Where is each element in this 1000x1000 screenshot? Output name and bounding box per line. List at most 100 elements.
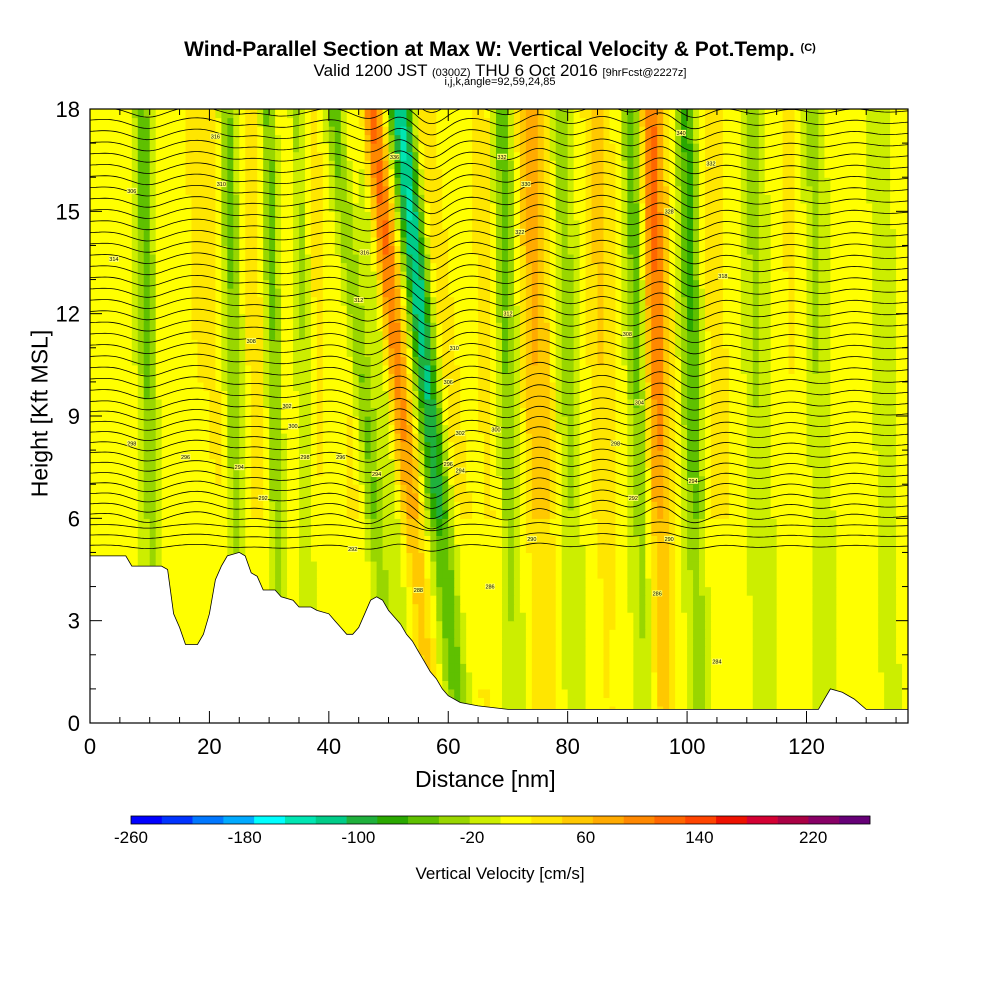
contour-label-bg bbox=[246, 337, 257, 344]
theta-contour bbox=[90, 444, 908, 468]
contour-label: 296 bbox=[444, 462, 453, 468]
colorbar-tick-label: 140 bbox=[685, 828, 714, 847]
contour-label: 294 bbox=[235, 465, 244, 471]
contour-label-bg bbox=[514, 228, 525, 235]
contour-label-bg bbox=[676, 129, 687, 136]
colorbar-swatch bbox=[254, 816, 286, 824]
theta-contour bbox=[90, 326, 908, 350]
colorbar-swatch bbox=[746, 816, 778, 824]
theta-contour bbox=[90, 506, 908, 530]
contour-label-bg bbox=[705, 160, 716, 167]
colorbar-swatch bbox=[654, 816, 686, 824]
theta-contour bbox=[90, 404, 908, 427]
contour-label: 316 bbox=[211, 134, 220, 140]
theta-contour bbox=[90, 434, 908, 458]
x-tick-label: 40 bbox=[317, 734, 341, 759]
contour-label-bg bbox=[502, 310, 513, 317]
contour-label-bg bbox=[371, 470, 382, 477]
theta-contour bbox=[90, 531, 908, 542]
colorbar-tick-label: -100 bbox=[341, 828, 376, 847]
contour-label-bg bbox=[347, 546, 358, 553]
x-tick-label: 120 bbox=[788, 734, 825, 759]
contour-label-bg bbox=[711, 658, 722, 665]
theta-contour bbox=[90, 134, 908, 158]
contour-label: 290 bbox=[527, 537, 536, 543]
x-tick-label: 20 bbox=[197, 734, 221, 759]
theta-contour bbox=[90, 521, 908, 532]
y-tick-label: 3 bbox=[68, 609, 80, 634]
contour-label: 340 bbox=[677, 131, 686, 137]
contour-label: 302 bbox=[456, 431, 465, 437]
contour-label: 294 bbox=[456, 469, 465, 475]
theta-contour bbox=[90, 424, 908, 448]
theta-contour bbox=[90, 475, 908, 499]
y-tick-label: 12 bbox=[56, 302, 80, 327]
contour-label: 292 bbox=[259, 496, 268, 502]
contour-label-bg bbox=[126, 187, 137, 194]
contour-label: 298 bbox=[127, 441, 136, 447]
theta-contour bbox=[90, 224, 908, 248]
contour-label-bg bbox=[210, 133, 221, 140]
contour-label: 296 bbox=[336, 455, 345, 461]
colorbar-swatch bbox=[284, 816, 317, 824]
valid-date: THU 6 Oct 2016 bbox=[474, 61, 598, 80]
theta-contour bbox=[90, 112, 908, 136]
contour-label-bg bbox=[413, 586, 424, 593]
contour-label: 310 bbox=[217, 182, 226, 188]
contour-label: 336 bbox=[390, 155, 399, 161]
contour-label: 322 bbox=[515, 230, 524, 236]
contour-label-bg bbox=[359, 249, 370, 256]
contour-label: 300 bbox=[288, 424, 297, 430]
colorbar-swatch bbox=[346, 816, 378, 824]
theta-contour bbox=[90, 247, 908, 271]
contour-label: 298 bbox=[611, 441, 620, 447]
contour-label-bg bbox=[455, 430, 466, 437]
y-tick-label: 0 bbox=[68, 711, 80, 736]
contour-label: 306 bbox=[444, 380, 453, 386]
contour-label-bg bbox=[634, 399, 645, 406]
contour-label-bg bbox=[664, 535, 675, 542]
colorbar-tick-label: 220 bbox=[798, 828, 828, 847]
x-tick-label: 60 bbox=[436, 734, 460, 759]
y-tick-label: 9 bbox=[68, 404, 80, 429]
colorbar-swatch bbox=[438, 816, 471, 824]
contour-label-bg bbox=[299, 453, 310, 460]
colorbar-swatch bbox=[408, 816, 440, 824]
contour-label: 318 bbox=[718, 274, 727, 280]
contour-label-bg bbox=[216, 181, 227, 188]
forecast-info: [9hrFcst@2227z] bbox=[602, 67, 687, 79]
contour-label-bg bbox=[628, 494, 639, 501]
contour-label: 310 bbox=[450, 346, 459, 352]
contour-label: 312 bbox=[503, 312, 512, 318]
x-tick-label: 80 bbox=[555, 734, 579, 759]
theta-contour bbox=[90, 337, 908, 361]
x-tick-label: 0 bbox=[84, 734, 96, 759]
contour-label: 316 bbox=[360, 250, 369, 256]
colorbar-swatch bbox=[839, 816, 871, 824]
contour-label: 286 bbox=[485, 585, 494, 591]
contour-label-bg bbox=[496, 153, 507, 160]
colorbar-swatch bbox=[131, 816, 163, 824]
contour-label: 314 bbox=[109, 257, 118, 263]
colorbar-swatch bbox=[808, 816, 840, 824]
y-axis-label: Height [Kft MSL] bbox=[26, 329, 53, 498]
colorbar-swatch bbox=[315, 816, 347, 824]
contour-label-bg bbox=[455, 467, 466, 474]
valid-utc: (0300Z) bbox=[432, 67, 471, 79]
theta-contour bbox=[90, 315, 908, 338]
contour-label-bg bbox=[258, 494, 269, 501]
colorbar-swatch bbox=[623, 816, 655, 824]
theta-contour bbox=[90, 371, 908, 395]
colorbar-swatch bbox=[777, 816, 809, 824]
contour-label: 288 bbox=[414, 588, 423, 594]
theta-contour bbox=[90, 541, 908, 552]
theta-contour bbox=[90, 269, 908, 293]
theta-contour bbox=[90, 496, 908, 519]
colorbar-label: Vertical Velocity [cm/s] bbox=[415, 864, 585, 883]
contour-label-bg bbox=[443, 460, 454, 467]
theta-contour bbox=[90, 360, 908, 383]
contour-label: 296 bbox=[181, 455, 190, 461]
contour-label: 284 bbox=[712, 660, 721, 666]
